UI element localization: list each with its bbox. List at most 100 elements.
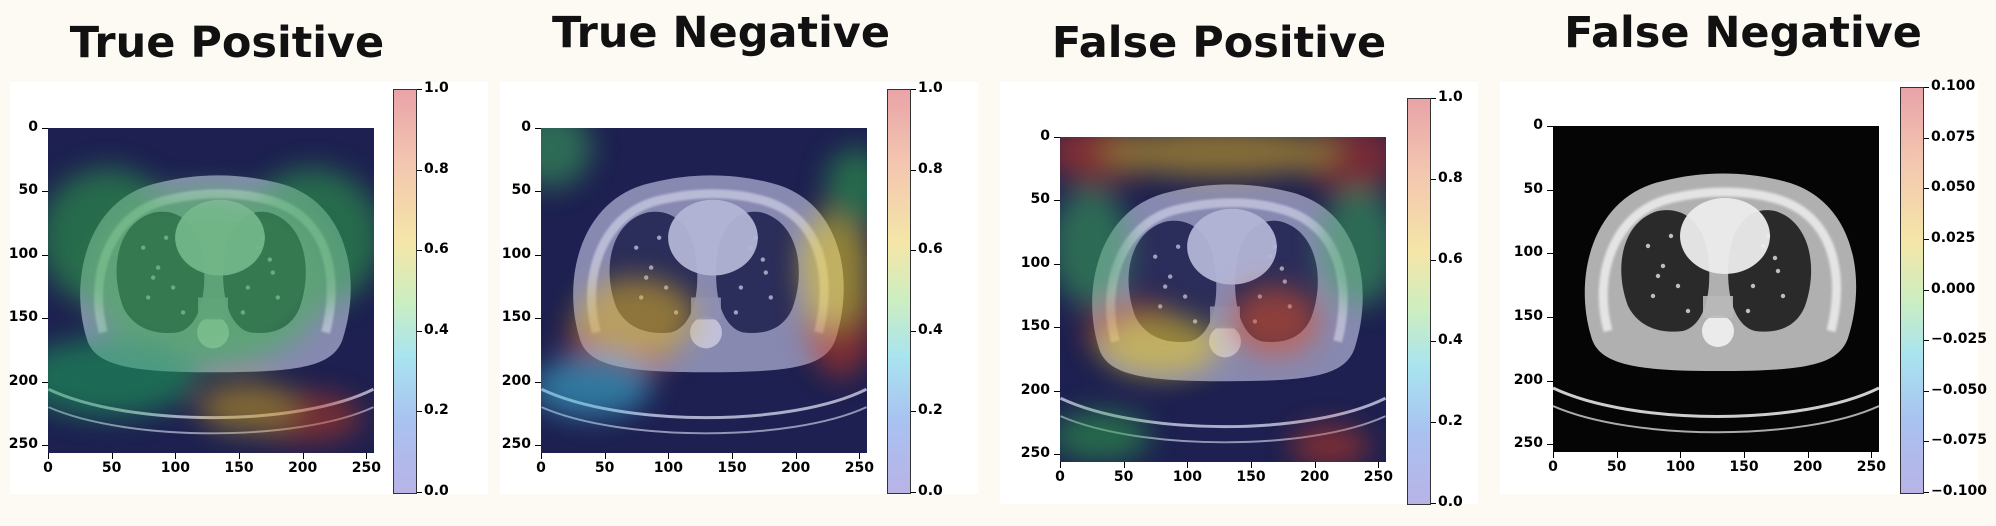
x-tick [604, 453, 606, 459]
y-tick [1547, 126, 1553, 127]
colorbar [887, 89, 911, 494]
y-tick [535, 191, 541, 193]
colorbar-tick-label: 0.8 [424, 160, 449, 177]
x-tick-label: 0 [536, 460, 546, 476]
x-tick-label: 250 [844, 460, 874, 476]
colorbar-tick-label: 1.0 [1438, 89, 1463, 105]
y-tick [535, 254, 541, 256]
y-tick-label: 200 [1020, 381, 1050, 398]
heart [1187, 208, 1277, 285]
colorbar [1900, 87, 1924, 494]
colorbar-tick [911, 89, 916, 90]
x-tick-label: 200 [1793, 459, 1823, 475]
heart [668, 199, 758, 276]
y-tick-label: 0 [1533, 117, 1543, 133]
colorbar-tick-label: 0.6 [1438, 251, 1463, 267]
x-tick [1871, 452, 1873, 458]
x-tick [795, 453, 797, 459]
y-tick [535, 318, 541, 320]
y-tick [42, 254, 48, 256]
x-tick-label: 50 [594, 460, 615, 476]
panel-title: True Negative [552, 8, 890, 58]
colorbar-tick-label: 0.2 [424, 402, 449, 419]
colorbar-tick [1924, 441, 1929, 443]
y-tick-label: 250 [1020, 445, 1050, 462]
colorbar-tick [1431, 260, 1436, 261]
y-tick-label: 150 [501, 309, 531, 326]
x-tick-label: 200 [1300, 469, 1330, 485]
colorbar-tick-label: −0.075 [1931, 432, 1988, 449]
x-tick [302, 453, 304, 459]
y-tick [42, 381, 48, 383]
spine [690, 316, 722, 349]
x-tick [859, 453, 861, 459]
colorbar-tick [417, 169, 422, 171]
colorbar-tick [911, 330, 916, 332]
spine [1702, 315, 1734, 347]
colorbar [1407, 98, 1431, 505]
x-tick [541, 453, 542, 459]
x-tick [1314, 462, 1316, 468]
x-tick-label: 250 [1856, 459, 1886, 475]
colorbar-tick [417, 492, 422, 493]
colorbar-tick-label: 0.8 [918, 160, 943, 177]
panel-title: True Positive [69, 18, 385, 68]
ct-scan-image [1553, 126, 1879, 452]
x-tick-label: 0 [43, 460, 53, 476]
y-tick-label: 150 [1513, 308, 1543, 325]
x-tick-label: 50 [101, 460, 122, 476]
colorbar-tick [911, 492, 916, 493]
x-tick [239, 453, 241, 459]
colorbar-tick [1431, 341, 1436, 342]
colorbar-tick [417, 89, 422, 90]
colorbar-tick [1924, 238, 1929, 240]
ct-scan-image [48, 128, 374, 453]
x-tick-label: 250 [351, 460, 381, 476]
colorbar-tick-label: 1.0 [424, 80, 449, 96]
colorbar-tick [1431, 503, 1436, 504]
colorbar-tick-label: 0.4 [918, 321, 943, 338]
x-tick-label: 100 [160, 460, 190, 476]
colorbar-tick-label: 0.075 [1931, 128, 1976, 145]
x-tick-label: 100 [1172, 469, 1202, 485]
y-tick [535, 445, 541, 447]
x-tick [1744, 452, 1746, 458]
x-tick [732, 453, 734, 459]
y-tick [1054, 137, 1060, 138]
y-tick [1054, 200, 1060, 202]
y-tick-label: 100 [8, 245, 38, 262]
x-tick-label: 100 [1665, 459, 1695, 475]
y-tick [1547, 380, 1553, 382]
y-tick [535, 128, 541, 129]
x-tick-label: 0 [1548, 459, 1558, 475]
y-tick [1547, 253, 1553, 255]
y-tick-label: 0 [28, 119, 38, 135]
x-tick [1553, 452, 1554, 458]
y-tick [1547, 444, 1553, 446]
x-tick-label: 50 [1113, 469, 1134, 485]
x-tick [111, 453, 113, 459]
y-tick [42, 128, 48, 129]
colorbar-tick-label: 0.2 [918, 402, 943, 419]
colorbar-tick-label: −0.100 [1931, 483, 1988, 499]
colorbar-tick-label: −0.050 [1931, 381, 1988, 398]
colorbar-tick-label: 0.0 [1438, 494, 1463, 510]
colorbar-tick [1431, 422, 1436, 423]
colorbar-tick-label: 1.0 [918, 80, 943, 96]
y-tick [1054, 390, 1060, 392]
x-tick [1123, 462, 1125, 468]
colorbar-tick-label: 0.6 [918, 241, 943, 258]
colorbar-tick [1924, 87, 1929, 88]
colorbar-tick-label: 0.000 [1931, 280, 1976, 297]
x-tick-label: 200 [288, 460, 318, 476]
colorbar-tick [1431, 98, 1436, 99]
x-tick [1251, 462, 1253, 468]
y-tick-label: 50 [511, 182, 531, 199]
x-tick [1060, 462, 1061, 468]
colorbar-tick [1924, 390, 1929, 392]
colorbar [393, 89, 417, 494]
y-tick-label: 200 [8, 372, 38, 389]
colorbar-tick [1924, 340, 1929, 342]
colorbar-tick-label: 0.100 [1931, 78, 1976, 94]
x-tick [668, 453, 670, 459]
